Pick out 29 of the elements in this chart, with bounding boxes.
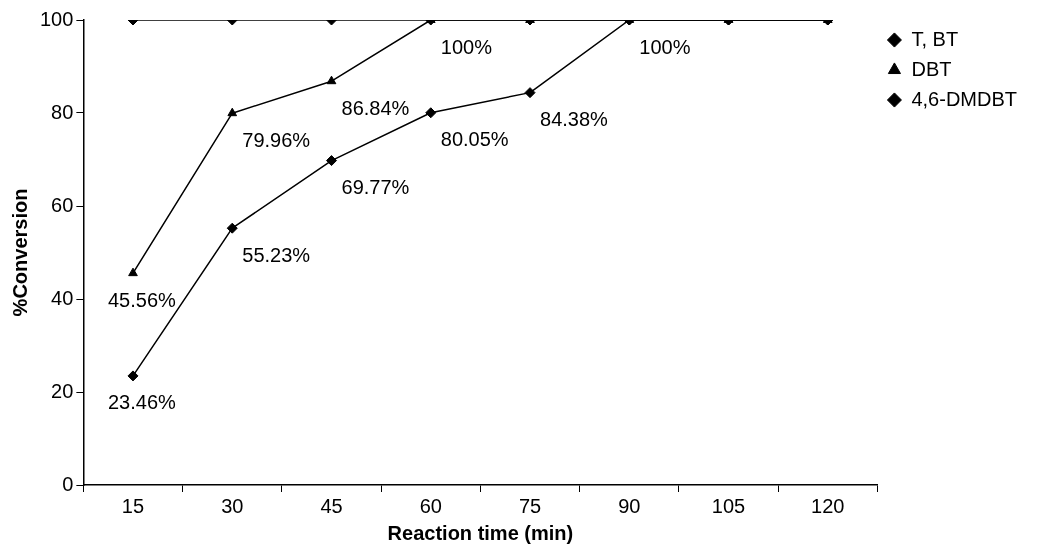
x-tick-label: 90 bbox=[618, 494, 641, 517]
data-label: 80.05% bbox=[440, 128, 509, 151]
x-tick-label: 60 bbox=[419, 494, 442, 517]
data-label: 79.96% bbox=[242, 128, 311, 151]
legend-label: DBT bbox=[911, 57, 952, 80]
x-tick-label: 45 bbox=[320, 494, 343, 517]
data-label: 84.38% bbox=[540, 108, 609, 131]
data-label: 100% bbox=[440, 35, 493, 58]
data-label: 86.84% bbox=[341, 96, 410, 119]
y-tick-label: 80 bbox=[51, 100, 74, 123]
legend-label: 4,6-DMDBT bbox=[911, 87, 1018, 110]
y-tick-label: 100 bbox=[39, 7, 74, 30]
y-tick-label: 0 bbox=[62, 472, 74, 495]
y-axis-title: %Conversion bbox=[8, 188, 31, 317]
data-label: 45.56% bbox=[108, 288, 177, 311]
data-label: 100% bbox=[639, 35, 691, 58]
x-tick-label: 30 bbox=[221, 494, 244, 517]
y-tick-label: 60 bbox=[51, 193, 74, 216]
y-tick-label: 20 bbox=[51, 379, 74, 402]
data-label: 69.77% bbox=[341, 176, 410, 199]
x-axis-title: Reaction time (min) bbox=[387, 521, 574, 544]
data-label: 55.23% bbox=[242, 243, 311, 266]
x-tick-label: 105 bbox=[711, 494, 746, 517]
data-label: 23.46% bbox=[108, 391, 177, 414]
x-tick-label: 15 bbox=[121, 494, 145, 517]
y-tick-label: 40 bbox=[51, 286, 74, 309]
x-tick-label: 75 bbox=[518, 494, 542, 517]
legend-label: T, BT bbox=[911, 27, 959, 50]
x-tick-label: 120 bbox=[811, 494, 845, 517]
